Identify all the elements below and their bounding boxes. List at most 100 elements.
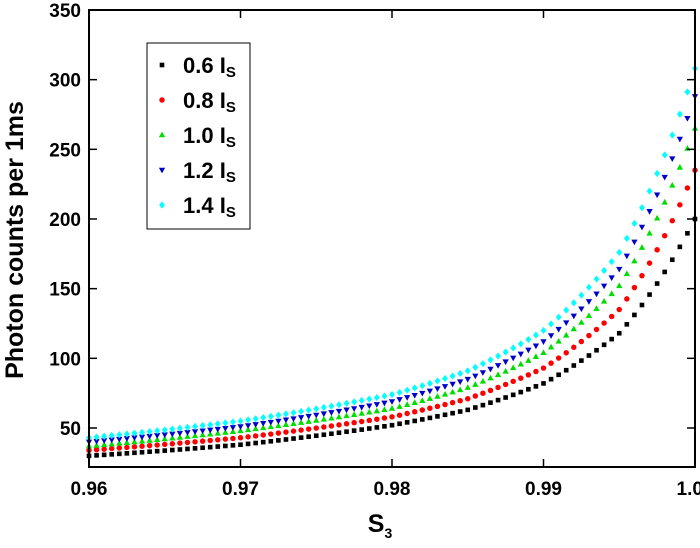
data-point [138,434,146,441]
data-point [586,332,592,339]
data-point [313,425,319,431]
data-point [404,401,411,407]
data-point [608,275,615,282]
data-point [139,449,145,455]
data-point [252,425,259,432]
legend-label: 0.8 IS [183,88,236,116]
data-point [540,326,547,335]
data-point [532,343,540,350]
data-point [223,443,228,449]
data-point [404,386,411,394]
data-point [594,347,599,353]
data-point [631,257,638,264]
data-point [260,439,266,445]
data-point [290,416,297,423]
legend-marker [158,131,166,138]
data-point [237,424,244,430]
data-point [570,299,577,307]
data-point [291,436,296,441]
data-point [669,181,676,188]
data-point [510,364,517,371]
data-point [494,371,502,378]
data-point [585,312,593,319]
data-point [169,431,176,438]
data-point [608,290,615,297]
data-point [366,426,372,431]
legend-item: 1.0 IS [158,123,236,151]
data-point [381,415,388,421]
data-point [526,386,531,392]
data-point [426,388,434,395]
data-point [244,426,252,433]
data-point [442,374,448,383]
data-point [563,306,570,314]
data-point [350,406,358,412]
data-point [412,418,418,424]
data-point [192,446,198,451]
data-point [146,433,153,440]
data-point [600,297,608,304]
data-point [252,422,259,428]
data-point [267,412,274,420]
data-point [162,441,168,448]
data-point [677,244,683,250]
data-point [517,351,524,358]
data-point [555,337,562,344]
data-point [116,436,123,443]
data-point [593,326,600,333]
data-point [215,437,221,443]
data-point [229,418,236,426]
data-point [510,344,517,352]
data-point [124,450,130,456]
y-tick-label: 250 [49,140,81,161]
legend-item: 0.6 IS [159,53,236,81]
data-point [253,440,258,446]
data-point [653,192,661,199]
data-point [108,431,115,440]
data-point [335,408,343,415]
data-point [616,282,623,289]
data-point [472,373,479,380]
data-point [328,402,335,410]
data-point [185,446,190,452]
data-point [396,403,403,409]
data-point [396,397,403,403]
data-point [647,292,652,297]
data-point [662,269,668,275]
x-tick-label: 0.99 [525,479,562,500]
data-point [578,319,585,325]
data-point [669,217,676,224]
data-point [510,392,516,398]
data-point [298,407,305,415]
legend-marker [159,201,165,209]
data-point [525,335,532,344]
legend-marker [159,62,165,68]
data-point [305,426,312,432]
data-point [532,353,540,359]
data-point [472,393,479,399]
data-point [411,384,418,392]
data-point [199,431,206,438]
data-point [661,151,668,159]
data-point [192,439,198,445]
data-point [199,438,206,444]
data-point [93,433,100,441]
data-point [646,260,653,266]
data-point [684,185,691,191]
data-point [131,429,138,437]
data-point [222,425,229,432]
data-point [101,441,108,448]
data-point [124,444,130,451]
data-point [207,437,213,444]
y-tick-label: 50 [60,419,81,440]
data-point [472,381,479,387]
data-point [358,404,365,411]
data-point [350,411,358,417]
data-point [661,232,668,239]
data-point [93,438,100,445]
data-point [268,438,274,444]
data-point [381,392,388,400]
data-point [525,372,532,378]
data-point [397,421,402,427]
data-point [404,420,410,425]
